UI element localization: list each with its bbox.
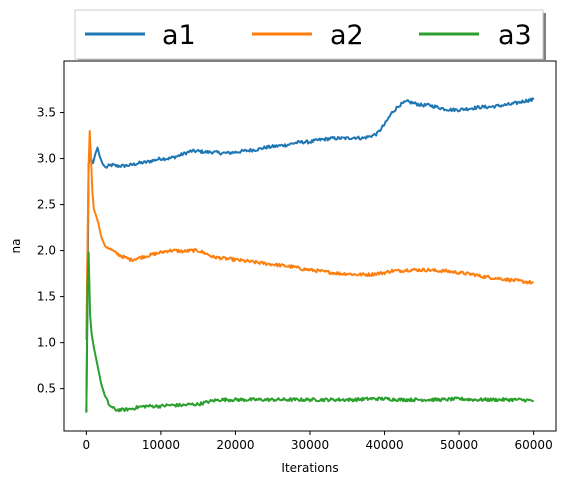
- x-axis: 0 10000 20000 30000 40000 50000 60000: [83, 431, 553, 452]
- plot-frame: [63, 60, 557, 432]
- y-tick-label: 3.5: [37, 106, 56, 120]
- x-tick-label: 30000: [291, 438, 329, 452]
- x-tick-label: 20000: [216, 438, 254, 452]
- x-axis-label: Iterations: [281, 461, 338, 475]
- y-tick-label: 3.0: [37, 152, 56, 166]
- x-tick-label: 50000: [440, 438, 478, 452]
- series-line-a1: [85, 97, 535, 412]
- y-axis: 0.5 1.0 1.5 2.0 2.5 3.0 3.5: [37, 106, 64, 396]
- legend: a1 a2 a3: [74, 9, 546, 62]
- x-tick-label: 0: [83, 438, 91, 452]
- x-tick-label: 40000: [365, 438, 403, 452]
- y-tick-label: 2.5: [37, 198, 56, 212]
- x-tick-label: 10000: [142, 438, 180, 452]
- plot-lines: [85, 97, 535, 413]
- y-tick-label: 1.0: [37, 336, 56, 350]
- legend-label-a3: a3: [498, 20, 532, 51]
- y-tick-label: 0.5: [37, 382, 56, 396]
- y-tick-label: 1.5: [37, 290, 56, 304]
- legend-label-a1: a1: [162, 20, 196, 51]
- series-line-a3: [85, 251, 535, 413]
- x-tick-label: 60000: [515, 438, 553, 452]
- series-line-a2: [85, 129, 535, 340]
- legend-label-a2: a2: [330, 20, 364, 51]
- y-tick-label: 2.0: [37, 244, 56, 258]
- y-axis-label: na: [9, 239, 23, 254]
